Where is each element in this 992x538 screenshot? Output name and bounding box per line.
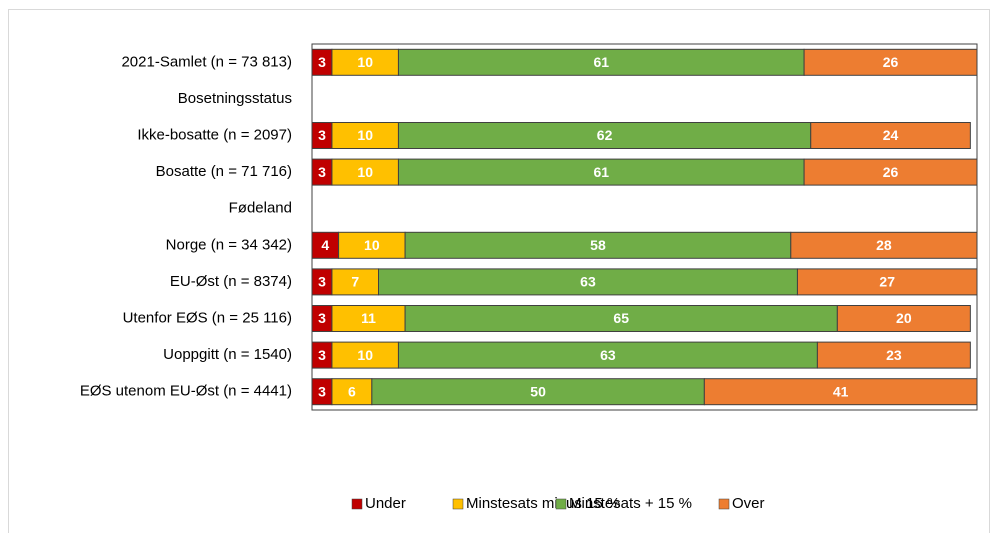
bar-segment bbox=[311, 231, 340, 259]
legend-swatch bbox=[555, 498, 567, 510]
bar-segment bbox=[331, 305, 406, 332]
y-tick-label: Uoppgitt (n = 1540) bbox=[163, 346, 292, 363]
data-label: 10 bbox=[357, 347, 373, 363]
bar-segment bbox=[331, 378, 373, 406]
data-label: 10 bbox=[357, 127, 373, 143]
y-tick-label: 2021-Samlet (n = 73 813) bbox=[121, 53, 292, 70]
data-label: 10 bbox=[364, 237, 380, 253]
data-label: 63 bbox=[600, 347, 616, 363]
data-label: 3 bbox=[318, 54, 326, 70]
data-label: 27 bbox=[879, 274, 895, 290]
legend-label: Minstesats + 15 % bbox=[569, 495, 692, 512]
y-tick-label: Norge (n = 34 342) bbox=[166, 236, 292, 253]
bar-segment bbox=[404, 231, 792, 259]
bar-segment bbox=[331, 268, 380, 296]
data-label: 41 bbox=[833, 383, 849, 399]
bar-segment bbox=[803, 158, 978, 186]
bar-segment bbox=[796, 268, 978, 296]
bar-segment bbox=[397, 48, 805, 76]
data-label: 65 bbox=[613, 310, 629, 326]
y-tick-label: Utenfor EØS (n = 25 116) bbox=[123, 309, 292, 326]
y-tick-label: EØS utenom EU-Øst (n = 4441) bbox=[80, 383, 292, 400]
data-label: 23 bbox=[886, 347, 902, 363]
legend-swatch bbox=[718, 498, 730, 510]
chart-frame bbox=[8, 9, 990, 538]
bar-segment bbox=[397, 158, 805, 186]
data-label: 58 bbox=[590, 237, 606, 253]
bar-segment bbox=[331, 341, 399, 369]
data-label: 3 bbox=[318, 127, 326, 143]
data-label: 61 bbox=[593, 54, 609, 70]
bar-segment bbox=[404, 305, 838, 332]
y-tick-label: Fødeland bbox=[229, 200, 292, 217]
data-label: 3 bbox=[318, 383, 326, 399]
data-label: 7 bbox=[351, 274, 359, 290]
data-label: 63 bbox=[580, 274, 596, 290]
y-tick-label: Ikke-bosatte (n = 2097) bbox=[137, 126, 292, 143]
bar-segment bbox=[703, 378, 978, 406]
data-label: 10 bbox=[357, 54, 373, 70]
data-label: 3 bbox=[318, 310, 326, 326]
data-label: 11 bbox=[361, 310, 376, 326]
bar-segment bbox=[397, 122, 812, 149]
legend-label: Over bbox=[732, 495, 765, 512]
y-tick-label: EU-Øst (n = 8374) bbox=[170, 273, 292, 290]
data-label: 50 bbox=[530, 383, 546, 399]
data-label: 24 bbox=[883, 127, 899, 143]
data-label: 6 bbox=[348, 383, 356, 399]
legend-label: Under bbox=[365, 495, 406, 512]
data-label: 28 bbox=[876, 237, 892, 253]
bar-segment bbox=[378, 268, 798, 296]
y-tick-label: Bosetningsstatus bbox=[178, 90, 292, 107]
data-label: 10 bbox=[357, 164, 373, 180]
bar-segment bbox=[331, 48, 399, 76]
bar-segment bbox=[790, 231, 978, 259]
y-tick-label: Bosatte (n = 71 716) bbox=[156, 163, 292, 180]
bar-segment bbox=[371, 378, 705, 406]
data-label: 62 bbox=[597, 127, 613, 143]
legend-swatch bbox=[452, 498, 464, 510]
bar-segment bbox=[803, 48, 978, 76]
bar-segment bbox=[816, 341, 971, 369]
data-label: 26 bbox=[883, 164, 899, 180]
data-label: 3 bbox=[318, 347, 326, 363]
data-label: 61 bbox=[593, 164, 609, 180]
data-label: 20 bbox=[896, 310, 912, 326]
data-label: 3 bbox=[318, 164, 326, 180]
data-label: 26 bbox=[883, 54, 899, 70]
bar-segment bbox=[397, 341, 818, 369]
legend-swatch bbox=[351, 498, 363, 510]
data-label: 3 bbox=[318, 274, 326, 290]
plot-area bbox=[311, 43, 978, 411]
legend-label: Minstesats minus 15 % bbox=[466, 495, 620, 512]
bar-segment bbox=[836, 305, 971, 332]
bar-segment bbox=[810, 122, 971, 149]
data-label: 4 bbox=[321, 237, 329, 253]
